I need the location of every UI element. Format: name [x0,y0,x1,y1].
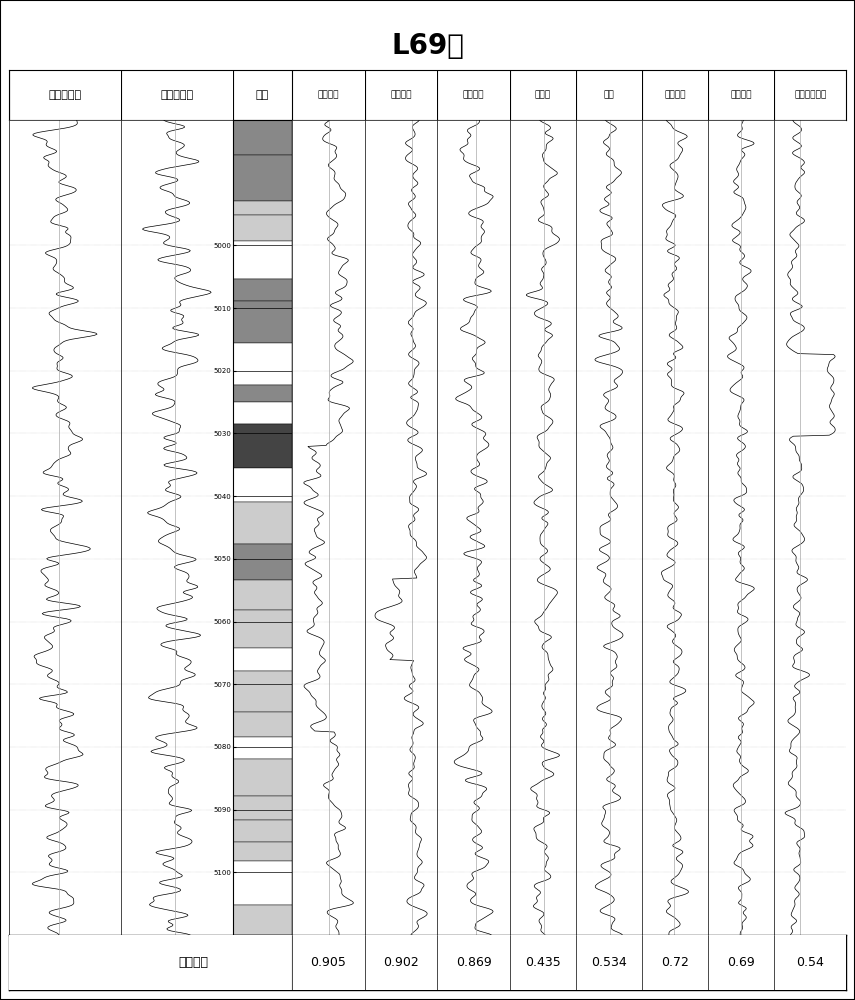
Bar [233,502,292,544]
Text: 相关系数: 相关系数 [178,956,208,969]
Text: 最大主应力: 最大主应力 [160,90,193,100]
Bar [233,759,292,796]
Bar [233,712,292,737]
Bar [233,424,292,468]
Text: 脆性矿物含量: 脆性矿物含量 [794,91,826,100]
Bar [233,820,292,842]
Bar [233,737,292,759]
Text: 最小主应力: 最小主应力 [48,90,81,100]
Bar [233,279,292,301]
Text: 0.905: 0.905 [310,956,346,969]
Text: 密度: 密度 [604,91,614,100]
Bar [233,120,292,155]
Bar [233,155,292,201]
Text: 泊松比: 泊松比 [535,91,551,100]
Bar [233,861,292,905]
Text: 横波时差: 横波时差 [664,91,686,100]
Text: 岩性: 岩性 [256,90,269,100]
Bar [233,842,292,861]
Bar [233,671,292,712]
Bar [233,215,292,241]
Bar [233,201,292,215]
Bar [233,241,292,279]
Text: 剪切模量: 剪切模量 [463,91,485,100]
Text: L69井: L69井 [391,32,464,60]
Bar [233,402,292,424]
Text: 0.534: 0.534 [591,956,627,969]
Text: 0.54: 0.54 [796,956,824,969]
Bar [233,301,292,343]
Bar [233,385,292,402]
Bar [233,580,292,610]
Text: 0.902: 0.902 [383,956,419,969]
Text: 0.869: 0.869 [456,956,492,969]
Text: 杨氏模量: 杨氏模量 [391,91,412,100]
Bar [233,648,292,671]
Bar [233,796,292,820]
Bar [233,343,292,385]
Text: 体积模量: 体积模量 [318,91,339,100]
Text: 0.435: 0.435 [525,956,561,969]
Bar [233,544,292,580]
Text: 0.72: 0.72 [661,956,689,969]
Bar [233,905,292,935]
Text: 纵波时差: 纵波时差 [730,91,752,100]
Text: 0.69: 0.69 [727,956,755,969]
Bar [233,468,292,502]
Bar [233,610,292,648]
